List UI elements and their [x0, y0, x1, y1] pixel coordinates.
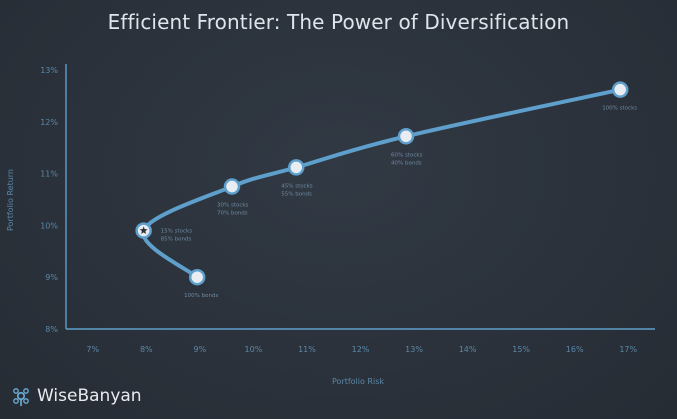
- y-axis-label: Portfolio Return: [6, 169, 15, 231]
- x-tick-label: 9%: [194, 345, 207, 354]
- point-label: 15% stocks: [161, 229, 193, 235]
- point-label: 100% bonds: [184, 293, 218, 299]
- x-tick-label: 12%: [352, 345, 370, 354]
- point-label: 85% bonds: [161, 237, 192, 243]
- x-tick-label: 7%: [86, 345, 99, 354]
- point-label: 30% stocks: [217, 203, 249, 209]
- frontier-points: 100% bonds 15% stocks 85% bonds 30% stocks 7…: [135, 81, 637, 299]
- x-tick-label: 10%: [245, 345, 263, 354]
- point-label: 40% bonds: [391, 160, 422, 166]
- chart-ticks: 8% 9% 10% 11% 12% 13% 7% 8% 9% 10% 11% 12% 13% 14% 15%…: [40, 66, 637, 354]
- frontier-point: [287, 159, 305, 176]
- y-tick-label: 8%: [45, 325, 58, 334]
- x-tick-label: 11%: [298, 345, 316, 354]
- point-label: 55% bonds: [281, 191, 312, 197]
- x-axis-label: Portfolio Risk: [332, 377, 384, 386]
- x-tick-label: 14%: [459, 345, 477, 354]
- chart-axes: [65, 64, 655, 330]
- frontier-point: [397, 128, 415, 145]
- frontier-curve: [141, 87, 623, 280]
- x-tick-label: 15%: [512, 345, 530, 354]
- x-tick-label: 17%: [619, 345, 637, 354]
- x-tick-label: 16%: [566, 345, 584, 354]
- x-tick-label: 13%: [405, 345, 423, 354]
- frontier-point: [188, 268, 206, 286]
- y-tick-label: 11%: [40, 170, 58, 179]
- frontier-line: [141, 87, 623, 280]
- brand-name: WiseBanyan: [37, 386, 142, 406]
- wisebanyan-tree-icon: [13, 388, 29, 406]
- frontier-point: [223, 178, 241, 195]
- point-label: 70% bonds: [217, 211, 248, 217]
- frontier-point: [611, 81, 629, 98]
- y-tick-label: 13%: [40, 66, 58, 75]
- point-label: 45% stocks: [281, 183, 313, 189]
- x-tick-label: 8%: [140, 345, 153, 354]
- point-label: 100% stocks: [602, 106, 637, 112]
- y-tick-label: 9%: [45, 273, 58, 282]
- chart-title: Efficient Frontier: The Power of Diversi…: [107, 10, 570, 34]
- point-label: 60% stocks: [391, 152, 423, 158]
- optimal-star-icon: [139, 226, 148, 234]
- y-tick-label: 12%: [40, 118, 58, 127]
- y-tick-label: 10%: [40, 221, 58, 230]
- brand-logo: WiseBanyan: [10, 384, 142, 408]
